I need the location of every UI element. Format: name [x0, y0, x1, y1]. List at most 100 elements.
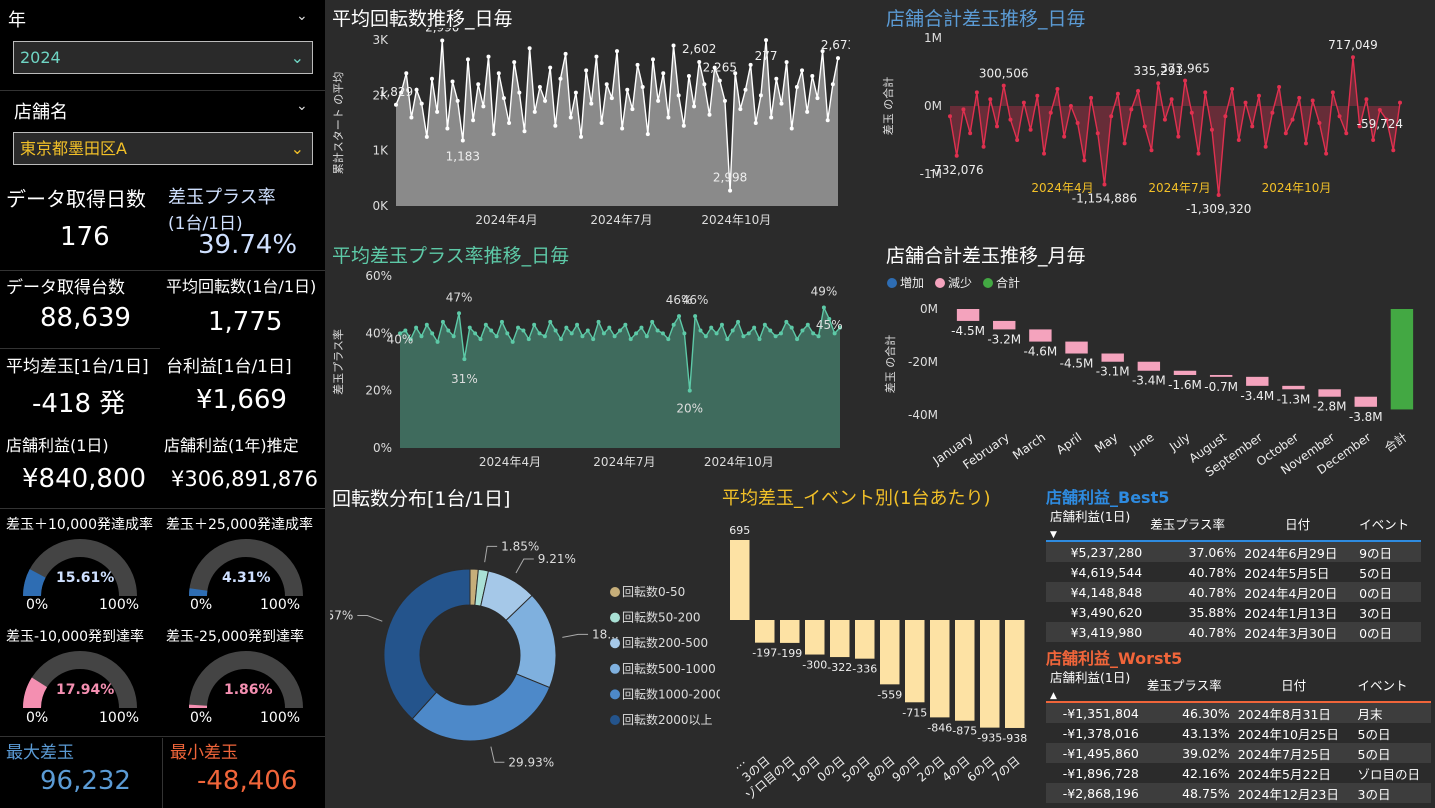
- table-row[interactable]: -¥1,495,860 39.02% 2024年7月25日 5の日: [1046, 743, 1431, 763]
- data-point: [527, 46, 532, 51]
- data-point: [769, 115, 774, 120]
- left-panel: 年 ⌄ 2024 ⌄ 店舗名 ⌄ 東京都墨田区A ⌄ データ取得日数 176 差…: [0, 0, 325, 808]
- legend-label: 減少: [948, 275, 972, 290]
- x-tick-label: 2024年7月: [593, 455, 655, 469]
- table-row[interactable]: ¥3,490,620 35.88% 2024年1月13日 3の日: [1046, 602, 1421, 622]
- waterfall-bar: [1065, 341, 1088, 354]
- data-point: [743, 87, 748, 92]
- table-row[interactable]: -¥1,351,804 46.30% 2024年8月31日 月末: [1046, 702, 1431, 723]
- legend-marker: [610, 612, 620, 623]
- data-point: [697, 60, 702, 65]
- data-point: [507, 121, 512, 125]
- col-header-event[interactable]: イベント: [1359, 516, 1410, 532]
- store-slicer-label: 店舗名: [14, 102, 68, 123]
- event-bar: [930, 620, 950, 718]
- data-point: [424, 322, 429, 327]
- col-header-plus-rate[interactable]: 差玉プラス率: [1150, 516, 1225, 532]
- profit-cell: -¥1,896,728: [1062, 765, 1139, 781]
- table-row[interactable]: -¥2,868,196 48.75% 2024年12月23日 3の日: [1046, 783, 1431, 803]
- divider: [0, 508, 325, 509]
- chevron-down-icon: ⌄: [290, 139, 304, 158]
- data-point: [779, 101, 784, 106]
- leader-line: [515, 558, 534, 574]
- unit-profit-label: 台利益[1台/1日]: [166, 357, 292, 377]
- col-header-date[interactable]: 日付: [1281, 677, 1307, 693]
- col-header-profit[interactable]: 店舗利益(1日) ▲: [1050, 670, 1131, 701]
- legend-label: 増加: [900, 276, 924, 290]
- legend-marker: [610, 638, 620, 649]
- table-row[interactable]: ¥3,419,980 40.78% 2024年3月30日 0の日: [1046, 622, 1421, 642]
- x-tick-label: April: [1054, 430, 1085, 457]
- data-label: 335,291: [1133, 64, 1183, 78]
- col-header-event[interactable]: イベント: [1357, 677, 1408, 693]
- chevron-down-icon[interactable]: ⌄: [296, 98, 308, 114]
- data-point: [748, 62, 753, 67]
- sort-desc-icon[interactable]: ▼: [1050, 530, 1057, 540]
- event-diff-chart[interactable]: 695…-1973の日-199ゾロ目の日-3001の日-3220の日-3365の…: [720, 510, 1040, 805]
- plus-rate-cell: 39.02%: [1142, 743, 1234, 763]
- profit-cell: -¥1,495,860: [1046, 743, 1143, 763]
- chevron-down-icon: ⌄: [290, 48, 304, 67]
- data-label: 20%: [676, 402, 703, 416]
- event-cell: 0の日: [1355, 622, 1421, 642]
- table-row[interactable]: ¥5,237,280 37.06% 2024年6月29日 9の日: [1046, 541, 1421, 562]
- gauge-arc: [189, 539, 303, 597]
- store-dropdown[interactable]: 東京都墨田区A ⌄: [13, 132, 313, 165]
- divider: [162, 738, 163, 808]
- spin-distribution-donut[interactable]: 1.85%9.21% 18... 29.93% 37.57% 回転数0-50 回転数50-…: [330, 510, 720, 805]
- data-point: [816, 334, 821, 339]
- waterfall-bar: [1173, 370, 1197, 375]
- y-tick-label: 1M: [924, 31, 942, 45]
- y-tick-label: 0%: [373, 441, 392, 455]
- data-point: [537, 85, 542, 90]
- leader-line: [490, 746, 505, 763]
- data-point: [1196, 151, 1201, 156]
- x-tick-label: 0の日: [814, 754, 847, 785]
- data-point: [686, 73, 691, 78]
- x-tick-label: 2024年10月: [1262, 181, 1332, 195]
- x-tick-label: 4の日: [939, 754, 972, 785]
- legend-label: 回転数200-500: [622, 635, 708, 650]
- chevron-down-icon[interactable]: ⌄: [296, 8, 308, 24]
- best5-table: 店舗利益(1日) ▼ 差玉プラス率 日付 イベント ¥5,237,280 37.06…: [1046, 506, 1421, 642]
- diff-daily-chart[interactable]: -1M 0M 1M 差玉 の合計 2024年4月 2024年7月 2024年10月 -732,…: [880, 28, 1430, 233]
- table-row[interactable]: -¥1,378,016 43.13% 2024年10月25日 5の日: [1046, 723, 1431, 743]
- gauge-max: 100%: [99, 710, 140, 726]
- data-point: [460, 138, 465, 143]
- x-tick-label: March: [1010, 430, 1048, 462]
- spins-daily-chart[interactable]: 0K 1K 2K 3K 累計スタート の平均 2024年4月 2024年7月 2024年10月…: [330, 28, 850, 233]
- data-point: [753, 121, 758, 125]
- event-bar: [880, 620, 900, 685]
- data-point: [486, 54, 491, 59]
- event-bar: [805, 620, 825, 655]
- data-point: [1048, 110, 1053, 115]
- year-dropdown[interactable]: 2024 ⌄: [13, 41, 313, 74]
- max-diff-label: 最大差玉: [6, 743, 74, 763]
- data-point: [1263, 144, 1268, 149]
- col-header-date[interactable]: 日付: [1285, 516, 1311, 532]
- sort-asc-icon[interactable]: ▲: [1050, 691, 1057, 701]
- data-label: 2,265: [703, 61, 737, 75]
- event-bar: [730, 540, 750, 620]
- data-point: [703, 334, 708, 339]
- plus-rate-cell: 46.30%: [1142, 702, 1234, 723]
- data-point: [1082, 158, 1087, 163]
- data-point: [473, 331, 478, 336]
- data-point: [671, 322, 676, 327]
- x-tick-label: 2024年4月: [1031, 181, 1093, 195]
- plus-rate-daily-chart[interactable]: 0% 20% 40% 60% 差玉プラス率 2024年4月 2024年7月 2024年10月 4…: [330, 266, 850, 476]
- data-point: [1310, 98, 1315, 103]
- table-row[interactable]: -¥1,896,728 42.16% 2024年5月22日 ゾロ目の日: [1046, 763, 1431, 783]
- data-point: [1330, 90, 1335, 95]
- data-point: [634, 331, 639, 336]
- table-row[interactable]: ¥4,148,848 40.78% 2024年4月20日 0の日: [1046, 582, 1421, 602]
- col-header-profit[interactable]: 店舗利益(1日) ▼: [1050, 509, 1131, 540]
- table-row[interactable]: ¥4,619,544 40.78% 2024年5月5日 5の日: [1046, 562, 1421, 582]
- data-point: [1216, 193, 1221, 198]
- avg-spins-label: 平均回転数(1台/1日): [166, 277, 317, 296]
- event-bar: [905, 620, 925, 703]
- col-header-plus-rate[interactable]: 差玉プラス率: [1146, 677, 1222, 693]
- data-point: [408, 337, 413, 342]
- x-tick-label: 8の日: [864, 754, 897, 785]
